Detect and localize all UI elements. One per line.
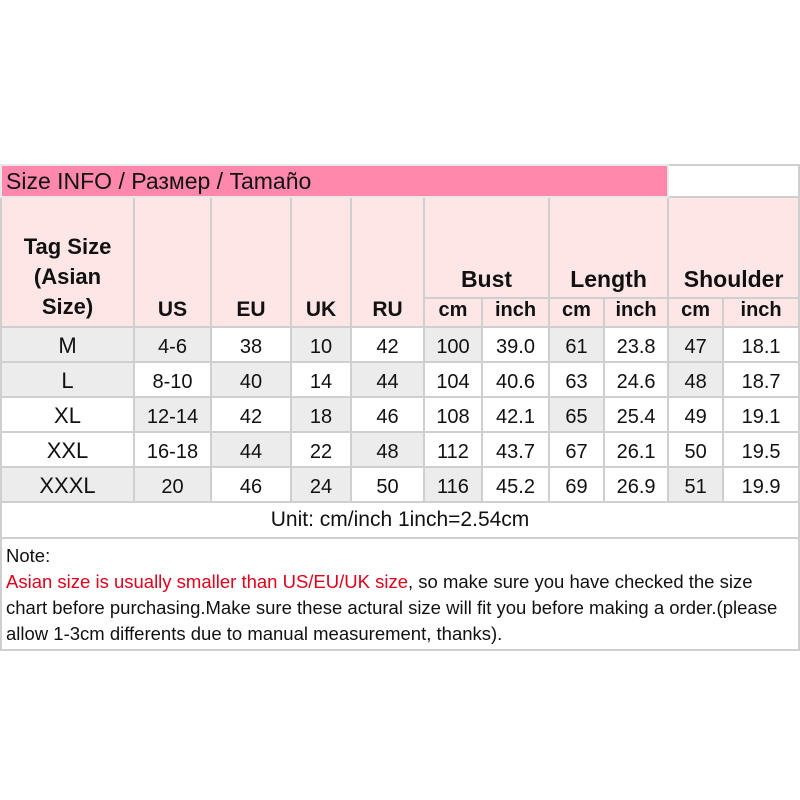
cell-ru: 50 <box>350 466 425 503</box>
cell-length-inch: 26.1 <box>602 431 670 468</box>
cell-size: XL <box>0 396 135 433</box>
header-ru: RU <box>350 196 425 328</box>
table-row: XXXL 20 46 24 50 116 45.2 69 26.9 51 19.9 <box>0 466 800 503</box>
cell-us: 12-14 <box>133 396 212 433</box>
cell-eu: 42 <box>210 396 292 433</box>
cell-shoulder-cm: 47 <box>667 326 725 363</box>
table-row: L 8-10 40 14 44 104 40.6 63 24.6 48 18.7 <box>0 361 800 398</box>
header-bust-cm: cm <box>423 297 483 328</box>
cell-bust-inch: 43.7 <box>481 431 550 468</box>
cell-shoulder-cm: 50 <box>667 431 725 468</box>
cell-bust-inch: 40.6 <box>481 361 550 398</box>
cell-us: 16-18 <box>133 431 212 468</box>
cell-shoulder-inch: 18.7 <box>722 361 800 398</box>
cell-ru: 48 <box>350 431 425 468</box>
header-tag-size: Tag Size (Asian Size) <box>0 196 135 328</box>
table-row: XL 12-14 42 18 46 108 42.1 65 25.4 49 19.1 <box>0 396 800 433</box>
cell-shoulder-cm: 49 <box>667 396 725 433</box>
cell-shoulder-inch: 19.1 <box>722 396 800 433</box>
header-shoulder-cm: cm <box>667 297 725 328</box>
unit-note: Unit: cm/inch 1inch=2.54cm <box>0 501 800 539</box>
header-bust-inch: inch <box>481 297 550 328</box>
cell-shoulder-inch: 19.5 <box>722 431 800 468</box>
header-eu: EU <box>210 196 292 328</box>
cell-eu: 38 <box>210 326 292 363</box>
tag-size-line: (Asian <box>33 264 102 289</box>
cell-length-inch: 25.4 <box>602 396 670 433</box>
cell-us: 8-10 <box>133 361 212 398</box>
cell-uk: 24 <box>290 466 352 503</box>
table-row: XXL 16-18 44 22 48 112 43.7 67 26.1 50 19.5 <box>0 431 800 468</box>
cell-uk: 22 <box>290 431 352 468</box>
cell-uk: 18 <box>290 396 352 433</box>
header-length-inch: inch <box>602 297 670 328</box>
title-blank-cell <box>667 164 800 198</box>
chart-title: Size INFO / Размер / Tamaño <box>0 164 670 198</box>
cell-uk: 10 <box>290 326 352 363</box>
header-length-cm: cm <box>548 297 605 328</box>
cell-bust-inch: 39.0 <box>481 326 550 363</box>
note-cell: Note: Asian size is usually smaller than… <box>0 537 800 651</box>
cell-size: L <box>0 361 135 398</box>
cell-length-cm: 65 <box>548 396 605 433</box>
cell-bust-cm: 104 <box>423 361 483 398</box>
cell-length-cm: 69 <box>548 466 605 503</box>
cell-shoulder-cm: 48 <box>667 361 725 398</box>
table-row: M 4-6 38 10 42 100 39.0 61 23.8 47 18.1 <box>0 326 800 363</box>
cell-size: XXL <box>0 431 135 468</box>
cell-bust-cm: 112 <box>423 431 483 468</box>
cell-size: XXXL <box>0 466 135 503</box>
cell-length-inch: 26.9 <box>602 466 670 503</box>
note-label: Note: <box>6 545 51 566</box>
cell-uk: 14 <box>290 361 352 398</box>
header-shoulder: Shoulder <box>667 196 800 299</box>
cell-shoulder-cm: 51 <box>667 466 725 503</box>
size-chart-table: Size INFO / Размер / Tamaño Tag Size (As… <box>0 164 800 651</box>
cell-bust-cm: 108 <box>423 396 483 433</box>
cell-us: 20 <box>133 466 212 503</box>
cell-bust-cm: 116 <box>423 466 483 503</box>
cell-length-cm: 63 <box>548 361 605 398</box>
header-us: US <box>133 196 212 328</box>
cell-ru: 46 <box>350 396 425 433</box>
cell-bust-inch: 42.1 <box>481 396 550 433</box>
cell-length-cm: 61 <box>548 326 605 363</box>
cell-length-inch: 24.6 <box>602 361 670 398</box>
note-warning: Asian size is usually smaller than US/EU… <box>6 571 409 592</box>
cell-length-cm: 67 <box>548 431 605 468</box>
cell-bust-inch: 45.2 <box>481 466 550 503</box>
cell-eu: 40 <box>210 361 292 398</box>
header-uk: UK <box>290 196 352 328</box>
cell-ru: 44 <box>350 361 425 398</box>
header-length: Length <box>547 196 670 299</box>
cell-bust-cm: 100 <box>423 326 483 363</box>
cell-shoulder-inch: 18.1 <box>722 326 800 363</box>
cell-us: 4-6 <box>133 326 212 363</box>
cell-length-inch: 23.8 <box>602 326 670 363</box>
header-shoulder-inch: inch <box>722 297 800 328</box>
tag-size-line: Size) <box>41 294 94 319</box>
cell-size: M <box>0 326 135 363</box>
header-bust: Bust <box>423 196 550 299</box>
cell-shoulder-inch: 19.9 <box>722 466 800 503</box>
note-text: , so make sure you have checked the size… <box>6 571 778 644</box>
cell-eu: 44 <box>210 431 292 468</box>
cell-eu: 46 <box>210 466 292 503</box>
cell-ru: 42 <box>350 326 425 363</box>
tag-size-line: Tag Size <box>23 234 112 259</box>
